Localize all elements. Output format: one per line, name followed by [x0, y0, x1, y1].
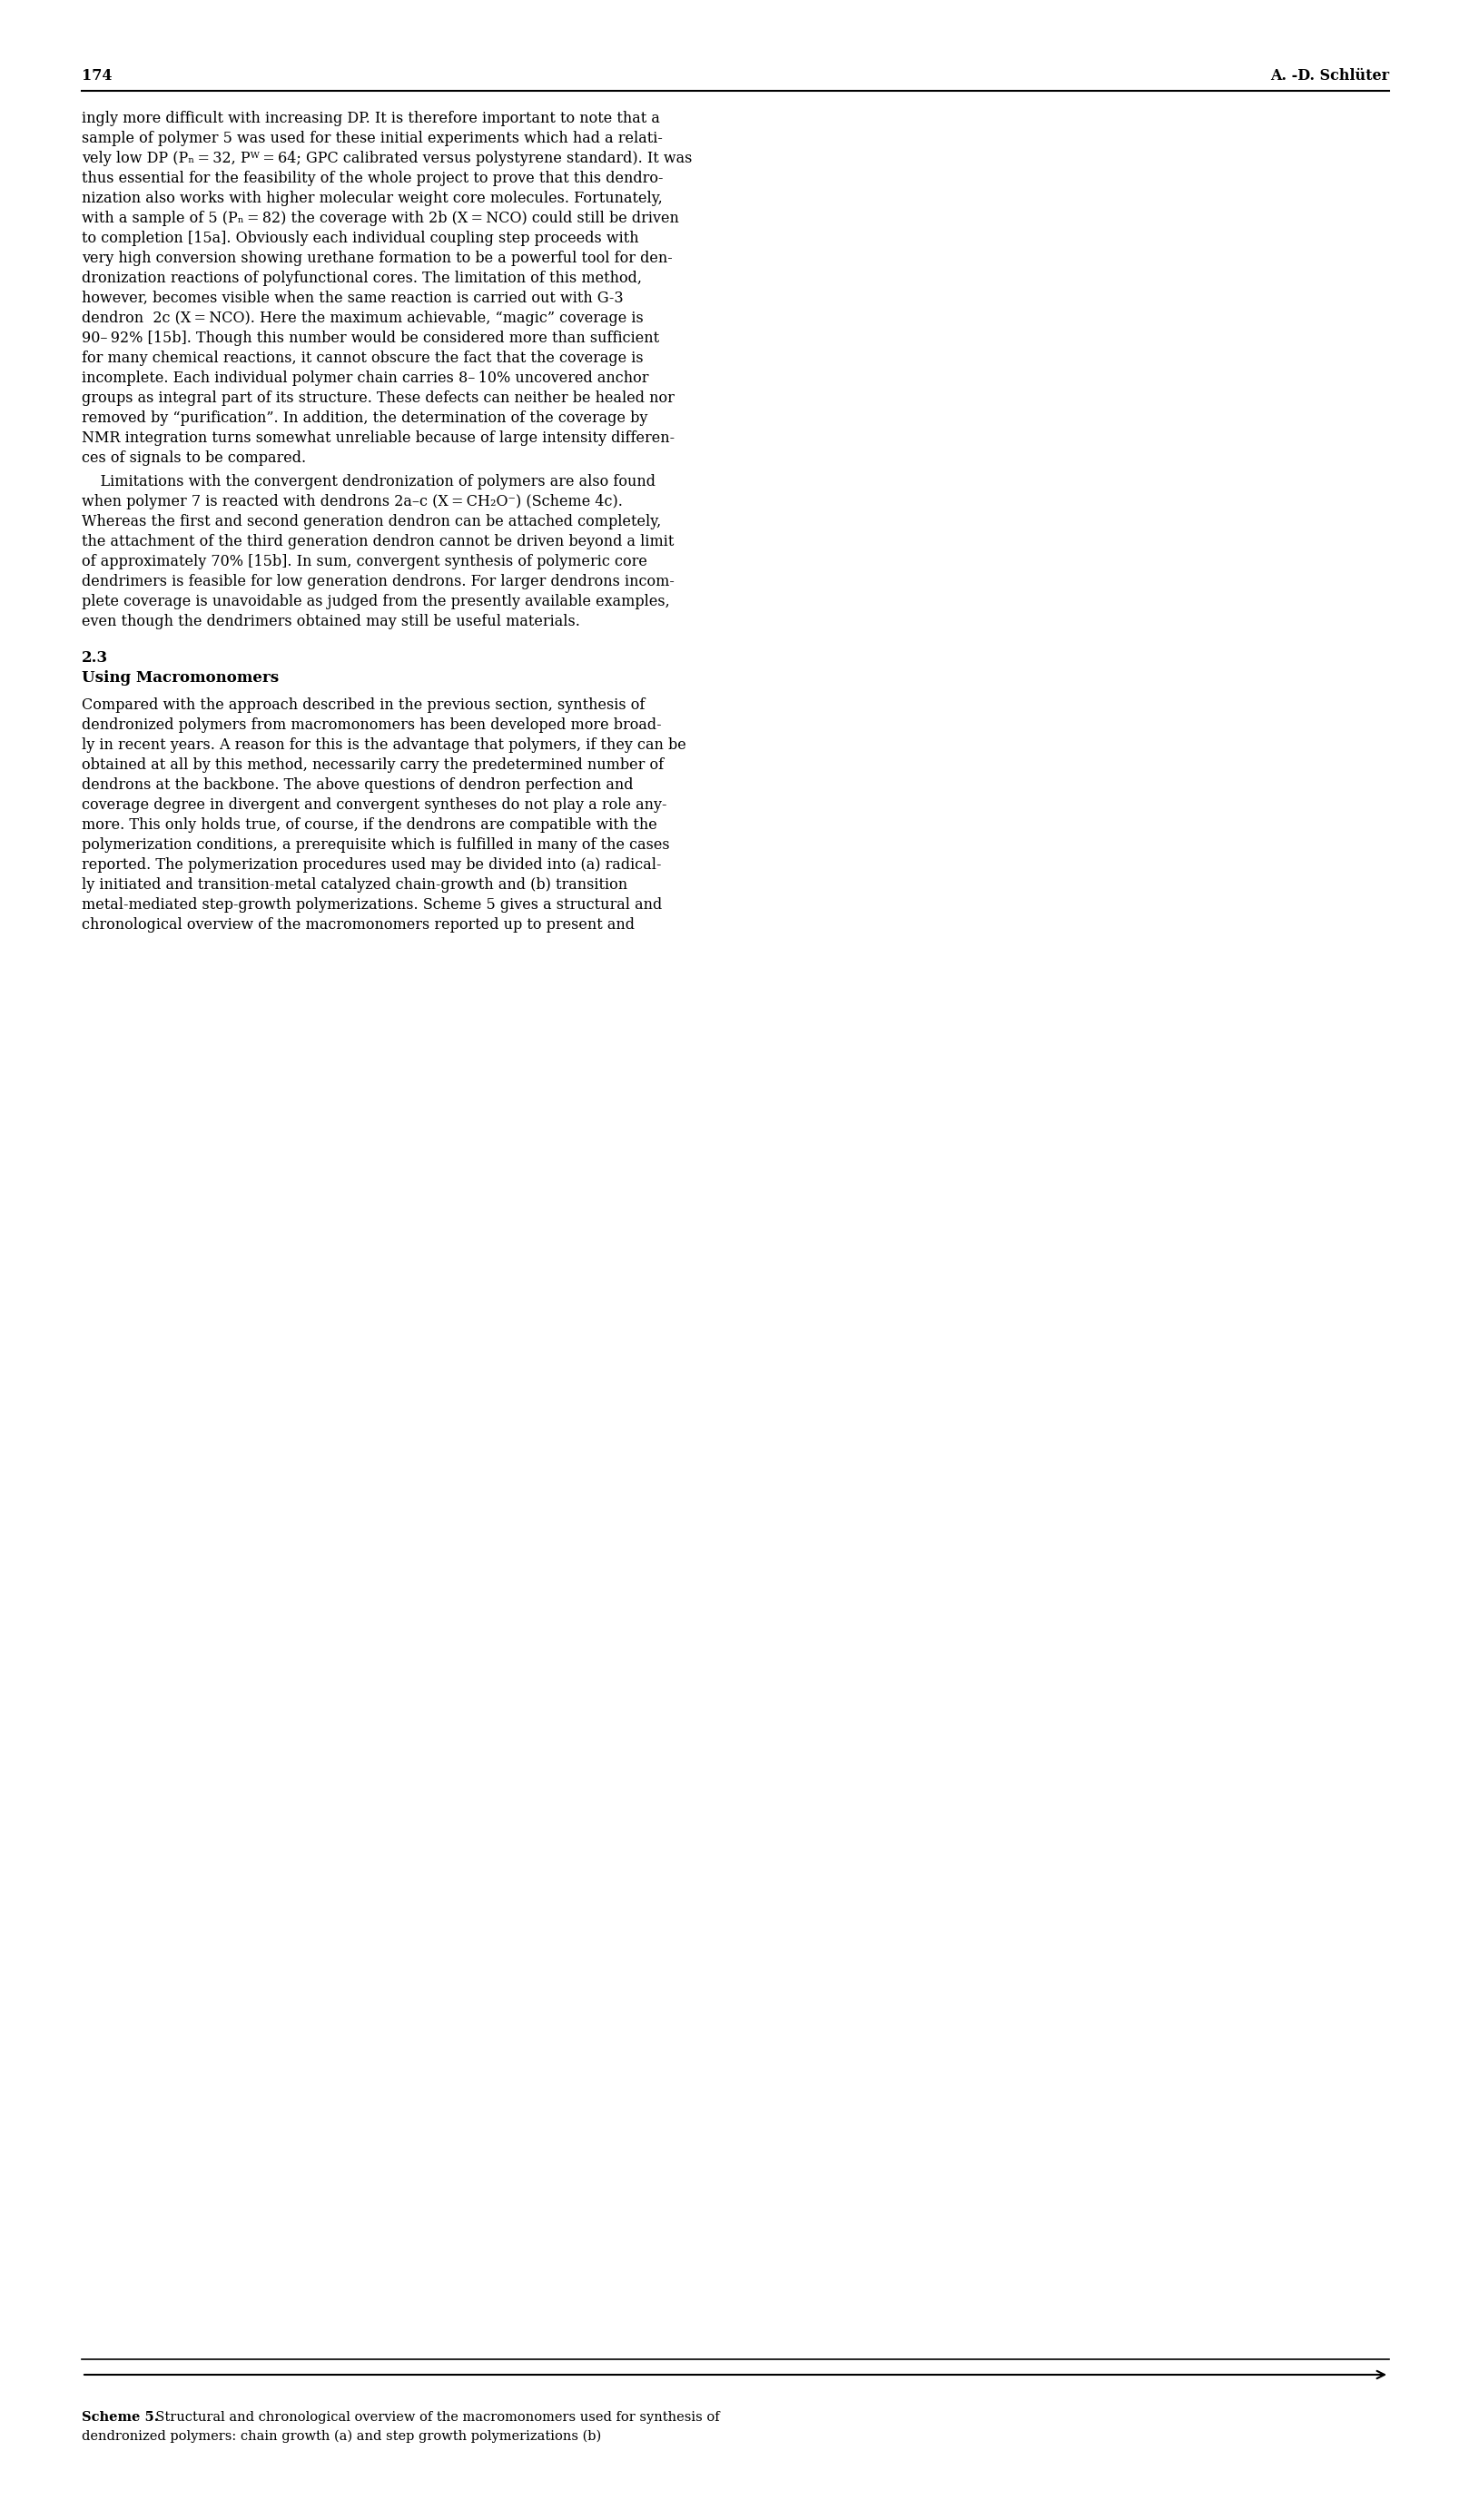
- Text: dronization reactions of polyfunctional cores. The limitation of this method,: dronization reactions of polyfunctional …: [82, 270, 642, 287]
- Text: the attachment of the third generation dendron cannot be driven beyond a limit: the attachment of the third generation d…: [82, 534, 674, 549]
- Text: Whereas the first and second generation dendron can be attached completely,: Whereas the first and second generation …: [82, 514, 661, 529]
- Text: ly in recent years. A reason for this is the advantage that polymers, if they ca: ly in recent years. A reason for this is…: [82, 738, 686, 753]
- Text: coverage degree in divergent and convergent syntheses do not play a role any-: coverage degree in divergent and converg…: [82, 796, 667, 814]
- Text: incomplete. Each individual polymer chain carries 8– 10% uncovered anchor: incomplete. Each individual polymer chai…: [82, 370, 649, 386]
- Text: metal-mediated step-growth polymerizations. Scheme 5 gives a structural and: metal-mediated step-growth polymerizatio…: [82, 897, 663, 912]
- Text: Limitations with the convergent dendronization of polymers are also found: Limitations with the convergent dendroni…: [82, 474, 655, 489]
- Text: of approximately 70% [15b]. In sum, convergent synthesis of polymeric core: of approximately 70% [15b]. In sum, conv…: [82, 554, 648, 570]
- Text: dendronized polymers from macromonomers has been developed more broad-: dendronized polymers from macromonomers …: [82, 718, 661, 733]
- Text: reported. The polymerization procedures used may be divided into (a) radical-: reported. The polymerization procedures …: [82, 857, 661, 872]
- Text: Compared with the approach described in the previous section, synthesis of: Compared with the approach described in …: [82, 698, 645, 713]
- Text: chronological overview of the macromonomers reported up to present and: chronological overview of the macromonom…: [82, 917, 635, 932]
- Text: plete coverage is unavoidable as judged from the presently available examples,: plete coverage is unavoidable as judged …: [82, 595, 670, 610]
- Text: more. This only holds true, of course, if the dendrons are compatible with the: more. This only holds true, of course, i…: [82, 816, 657, 832]
- Text: Using Macromonomers: Using Macromonomers: [82, 670, 279, 685]
- Text: Scheme 5.: Scheme 5.: [82, 2412, 159, 2424]
- Text: obtained at all by this method, necessarily carry the predetermined number of: obtained at all by this method, necessar…: [82, 759, 664, 774]
- Text: nization also works with higher molecular weight core molecules. Fortunately,: nization also works with higher molecula…: [82, 192, 663, 207]
- Text: 90– 92% [15b]. Though this number would be considered more than sufficient: 90– 92% [15b]. Though this number would …: [82, 330, 660, 345]
- Text: for many chemical reactions, it cannot obscure the fact that the coverage is: for many chemical reactions, it cannot o…: [82, 350, 643, 365]
- Text: polymerization conditions, a prerequisite which is fulfilled in many of the case: polymerization conditions, a prerequisit…: [82, 837, 670, 852]
- Text: ingly more difficult with increasing DP. It is therefore important to note that : ingly more difficult with increasing DP.…: [82, 111, 660, 126]
- Text: Structural and chronological overview of the macromonomers used for synthesis of: Structural and chronological overview of…: [147, 2412, 720, 2424]
- Text: with a sample of 5 (Pₙ = 82) the coverage with 2b (X = NCO) could still be drive: with a sample of 5 (Pₙ = 82) the coverag…: [82, 212, 679, 227]
- Text: groups as integral part of its structure. These defects can neither be healed no: groups as integral part of its structure…: [82, 391, 674, 406]
- Text: dendrons at the backbone. The above questions of dendron perfection and: dendrons at the backbone. The above ques…: [82, 776, 633, 794]
- Text: to completion [15a]. Obviously each individual coupling step proceeds with: to completion [15a]. Obviously each indi…: [82, 232, 639, 247]
- Text: however, becomes visible when the same reaction is carried out with G-3: however, becomes visible when the same r…: [82, 290, 623, 305]
- Text: ly initiated and transition-metal catalyzed chain-growth and (b) transition: ly initiated and transition-metal cataly…: [82, 877, 627, 892]
- Text: when polymer 7 is reacted with dendrons 2a–c (X = CH₂O⁻) (Scheme 4c).: when polymer 7 is reacted with dendrons …: [82, 494, 623, 509]
- Text: sample of polymer 5 was used for these initial experiments which had a relati-: sample of polymer 5 was used for these i…: [82, 131, 663, 146]
- Text: dendronized polymers: chain growth (a) and step growth polymerizations (b): dendronized polymers: chain growth (a) a…: [82, 2429, 601, 2444]
- Text: thus essential for the feasibility of the whole project to prove that this dendr: thus essential for the feasibility of th…: [82, 171, 663, 186]
- Text: NMR integration turns somewhat unreliable because of large intensity differen-: NMR integration turns somewhat unreliabl…: [82, 431, 674, 446]
- Text: ces of signals to be compared.: ces of signals to be compared.: [82, 451, 306, 466]
- Text: vely low DP (Pₙ = 32, Pᵂ = 64; GPC calibrated versus polystyrene standard). It w: vely low DP (Pₙ = 32, Pᵂ = 64; GPC calib…: [82, 151, 692, 166]
- Text: removed by “purification”. In addition, the determination of the coverage by: removed by “purification”. In addition, …: [82, 411, 648, 426]
- Text: dendrimers is feasible for low generation dendrons. For larger dendrons incom-: dendrimers is feasible for low generatio…: [82, 575, 674, 590]
- Text: 174: 174: [82, 68, 112, 83]
- Text: 2.3: 2.3: [82, 650, 109, 665]
- Text: even though the dendrimers obtained may still be useful materials.: even though the dendrimers obtained may …: [82, 615, 580, 630]
- Text: very high conversion showing urethane formation to be a powerful tool for den-: very high conversion showing urethane fo…: [82, 249, 673, 267]
- Text: dendron  2c (X = NCO). Here the maximum achievable, “magic” coverage is: dendron 2c (X = NCO). Here the maximum a…: [82, 310, 643, 325]
- Text: A. -D. Schlüter: A. -D. Schlüter: [1271, 68, 1390, 83]
